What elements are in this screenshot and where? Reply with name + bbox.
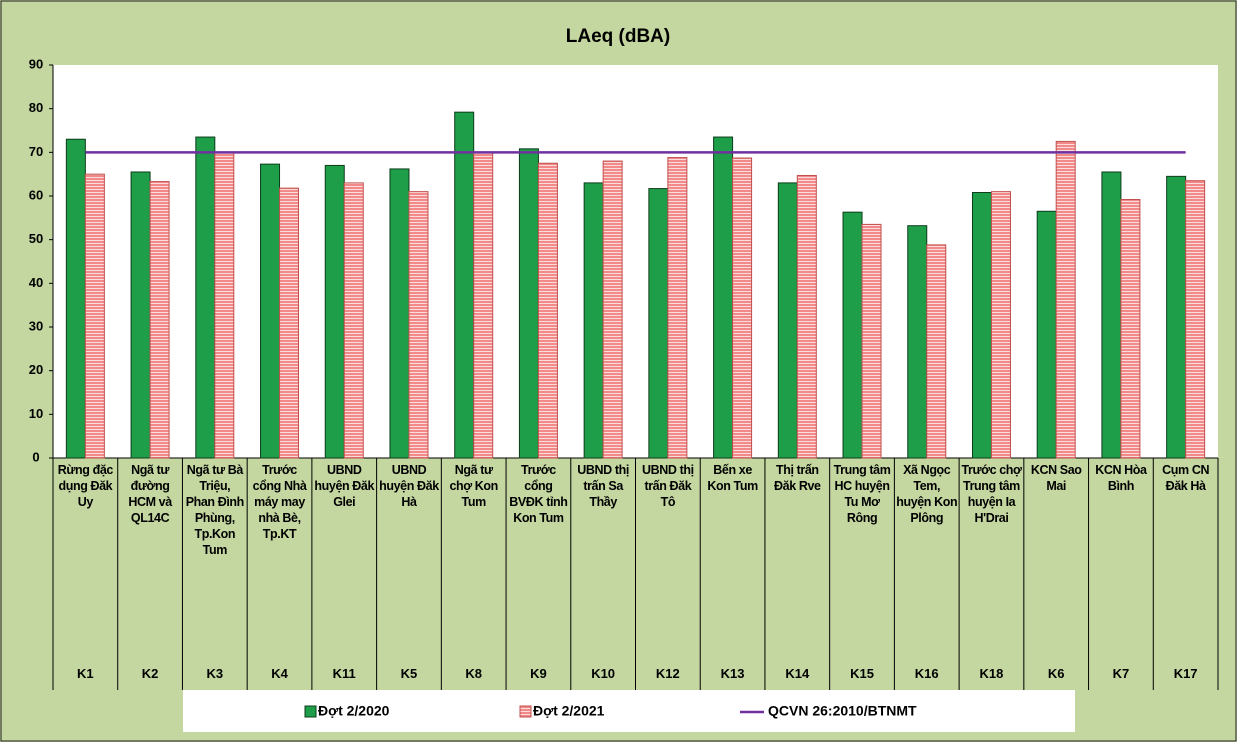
y-tick-label: 80 (29, 100, 43, 115)
legend-label: QCVN 26:2010/BTNMT (768, 703, 917, 719)
y-tick-label: 0 (32, 449, 39, 464)
bar (473, 151, 494, 459)
x-tick-label: Ngã tư chợ Kon Tum (449, 463, 498, 509)
x-tick-label: Trước cổng BVĐK tỉnh Kon Tum (509, 463, 568, 525)
x-group-label: K18 (979, 666, 1004, 681)
x-group-label: K4 (271, 666, 288, 681)
x-group-label: K17 (1173, 666, 1198, 681)
bar (1185, 180, 1206, 459)
bar (990, 191, 1011, 459)
bar (1120, 198, 1141, 459)
x-tick-label: UBND thị trấn Sa Thầy (577, 463, 629, 509)
y-tick-label: 30 (29, 318, 43, 333)
bar (732, 157, 753, 459)
x-group-label: K5 (400, 666, 418, 681)
y-tick-label: 40 (29, 275, 43, 290)
bar (389, 168, 410, 459)
bar (907, 225, 928, 459)
bar (279, 187, 300, 459)
bar (1101, 171, 1122, 459)
legend-label: Đợt 2/2021 (533, 703, 605, 719)
x-group-label: K13 (720, 666, 745, 681)
legend-box (183, 690, 1075, 732)
x-tick-label: UBND thị trấn Đăk Tô (642, 463, 694, 509)
x-group-label: K6 (1047, 666, 1065, 681)
bar (713, 136, 734, 459)
bar (537, 162, 558, 459)
bar (260, 163, 281, 459)
x-group-label: K11 (332, 666, 356, 681)
legend-marker (304, 705, 317, 718)
x-group-label: K7 (1112, 666, 1130, 681)
x-tick-label: Bến xe Kon Tum (707, 463, 758, 493)
bar (648, 188, 669, 459)
legend-label: Đợt 2/2020 (318, 703, 390, 719)
bar (84, 173, 105, 459)
x-tick-label: Trung tâm HC huyện Tu Mơ Rông (833, 463, 891, 525)
bar (777, 182, 798, 459)
y-tick-label: 20 (29, 362, 43, 377)
bar (602, 160, 623, 459)
x-group-label: K10 (591, 666, 616, 681)
bar (324, 164, 345, 459)
bar (971, 192, 992, 459)
x-tick-label: Thị trấn Đăk Rve (774, 463, 821, 493)
x-group-label: K8 (465, 666, 482, 681)
bar (454, 111, 475, 459)
x-tick-label: UBND huyện Đăk Glei (314, 463, 375, 509)
y-tick-label: 60 (29, 187, 43, 202)
bar (667, 157, 688, 459)
x-tick-label: KCN Hòa Bình (1095, 463, 1147, 493)
chart-title: LAeq (dBA) (566, 26, 670, 47)
bar (149, 181, 170, 459)
bar (842, 211, 863, 459)
bar (65, 138, 86, 459)
bar (1055, 140, 1076, 459)
plot-area (53, 65, 1218, 458)
x-group-label: K15 (850, 666, 874, 681)
x-tick-label: Cụm CN Đăk Hà (1162, 463, 1210, 493)
x-tick-label: KCN Sao Mai (1030, 463, 1082, 493)
y-tick-label: 90 (29, 56, 43, 71)
y-tick-label: 10 (29, 406, 43, 421)
bar (926, 244, 947, 459)
x-tick-label: Ngã tư đường HCM và QL14C (128, 463, 172, 525)
x-group-label: K3 (206, 666, 224, 681)
x-tick-label: Rừng đặc dụng Đăk Uy (57, 463, 114, 509)
x-group-label: K9 (530, 666, 547, 681)
bar (861, 223, 882, 459)
bar (195, 136, 216, 459)
x-tick-label: Ngã tư Bà Triệu, Phan Đình Phùng, Tp.Kon… (185, 463, 245, 557)
x-group-label: K14 (785, 666, 810, 681)
x-group-label: K2 (141, 666, 159, 681)
bar (214, 151, 235, 459)
x-tick-label: Trước cổng Nhà máy may nhà Bè, Tp.KT (252, 463, 307, 541)
bar (796, 174, 817, 459)
x-tick-label: Trước chợ Trung tâm huyện Ia H'Drai (961, 463, 1022, 525)
bar (1036, 210, 1057, 459)
y-tick-label: 50 (29, 231, 43, 246)
x-tick-label: UBND huyện Đăk Hà (379, 463, 439, 509)
x-group-label: K1 (77, 666, 94, 681)
x-tick-label: Xã Ngọc Tem, huyện Kon Plông (896, 463, 958, 525)
bar (408, 191, 429, 459)
bar (130, 171, 151, 459)
bar (583, 182, 604, 459)
legend-marker (519, 705, 532, 718)
bar (343, 182, 364, 459)
x-group-label: K16 (914, 666, 939, 681)
bar (518, 148, 539, 459)
y-tick-label: 70 (29, 144, 43, 159)
bar (1166, 175, 1187, 459)
x-group-label: K12 (655, 666, 680, 681)
